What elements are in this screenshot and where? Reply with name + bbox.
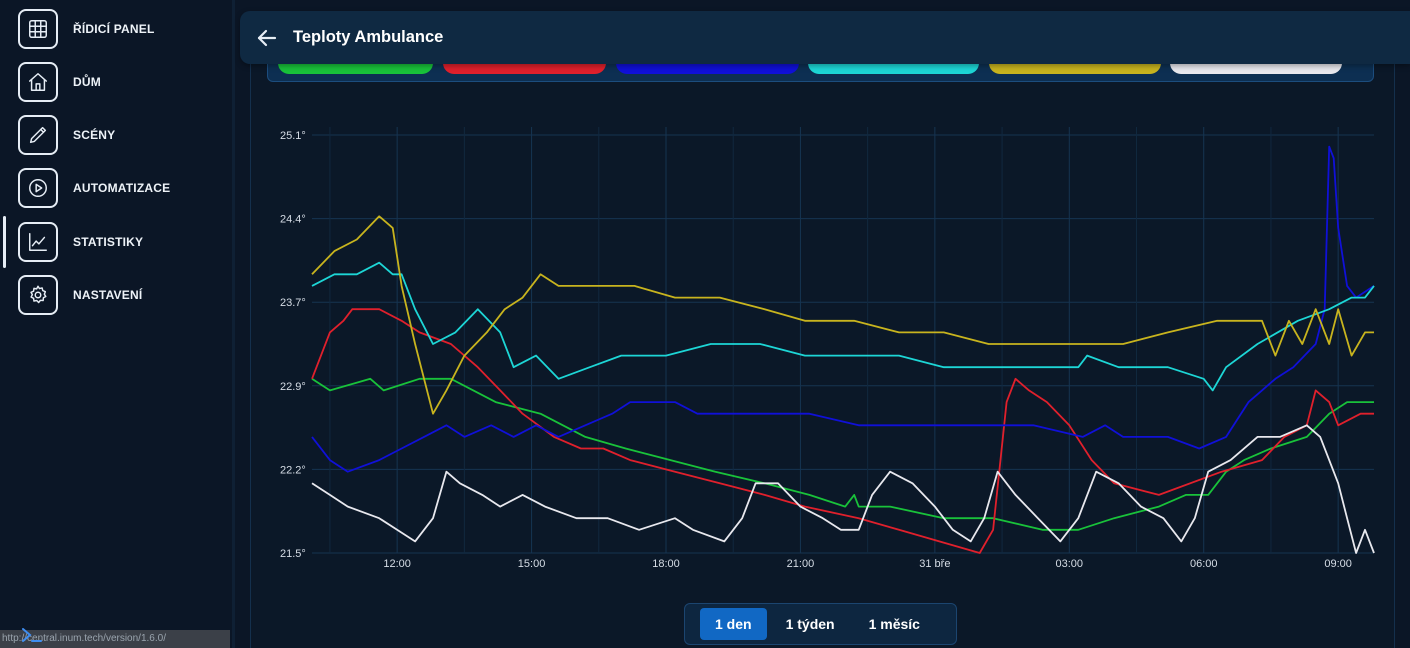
sidebar-item-dashboard[interactable]: ŘÍDICÍ PANEL (18, 9, 155, 49)
status-url: http://central.inum.tech/version/1.6.0/ (0, 630, 230, 648)
series-line-1 (311, 308, 1374, 554)
series-line-5 (311, 424, 1375, 554)
series-line-4 (311, 215, 1374, 415)
x-tick-label: 12:00 (383, 558, 411, 570)
sidebar-item-settings[interactable]: NASTAVENÍ (18, 275, 142, 315)
home-icon (18, 62, 58, 102)
temperature-chart: 21.5° 22.2° 22.9° 23.7° 24.4° 25.1° 12:00 15:00… (280, 127, 1375, 570)
sidebar-item-label: NASTAVENÍ (73, 288, 143, 302)
x-tick-label: 18:00 (652, 558, 680, 570)
y-tick-label: 22.9° (280, 381, 306, 393)
range-1-week-button[interactable]: 1 týden (785, 616, 835, 632)
y-tick-label: 23.7° (280, 297, 306, 309)
sidebar-item-scenes[interactable]: SCÉNY (18, 115, 115, 155)
series-line-2 (311, 145, 1375, 473)
sidebar-item-automation[interactable]: AUTOMATIZACE (18, 168, 170, 208)
x-tick-label: 06:00 (1190, 558, 1218, 570)
y-tick-label: 24.4° (280, 214, 306, 226)
y-tick-label: 25.1° (280, 130, 306, 142)
terminal-icon[interactable] (20, 626, 44, 644)
y-tick-label: 22.2° (280, 464, 306, 476)
page-title: Teploty Ambulance (293, 28, 444, 46)
sidebar-item-label: ŘÍDICÍ PANEL (73, 22, 155, 36)
x-tick-label: 31 bře (919, 558, 950, 570)
x-tick-label: 03:00 (1056, 558, 1084, 570)
pencil-icon (18, 115, 58, 155)
gear-icon (18, 275, 58, 315)
active-indicator (3, 216, 6, 268)
line-chart-icon (18, 222, 58, 262)
x-tick-label: 15:00 (518, 558, 546, 570)
range-1-month-button[interactable]: 1 měsíc (868, 616, 920, 632)
sidebar-item-label: AUTOMATIZACE (73, 181, 171, 195)
range-selector: 1 den 1 týden 1 měsíc (684, 603, 957, 645)
sidebar-item-label: STATISTIKY (73, 235, 144, 249)
x-tick-label: 21:00 (787, 558, 815, 570)
y-tick-label: 21.5° (280, 548, 306, 560)
sidebar: ŘÍDICÍ PANEL DŮM SCÉNY AUTOMATIZACE STAT… (0, 0, 232, 648)
page-header: Teploty Ambulance (240, 11, 1410, 64)
x-tick-label: 09:00 (1324, 558, 1352, 570)
series-line-3 (311, 261, 1375, 392)
range-1-day-button[interactable]: 1 den (700, 608, 767, 640)
back-button[interactable] (252, 23, 282, 53)
sidebar-divider (232, 0, 235, 648)
play-circle-icon (18, 168, 58, 208)
sidebar-item-label: DŮM (73, 75, 101, 89)
sidebar-item-home[interactable]: DŮM (18, 62, 101, 102)
series-line-0 (311, 377, 1374, 531)
grid-icon (18, 9, 58, 49)
sidebar-item-label: SCÉNY (73, 128, 116, 142)
arrow-left-icon (257, 29, 277, 46)
sidebar-item-statistics[interactable]: STATISTIKY (18, 222, 143, 262)
